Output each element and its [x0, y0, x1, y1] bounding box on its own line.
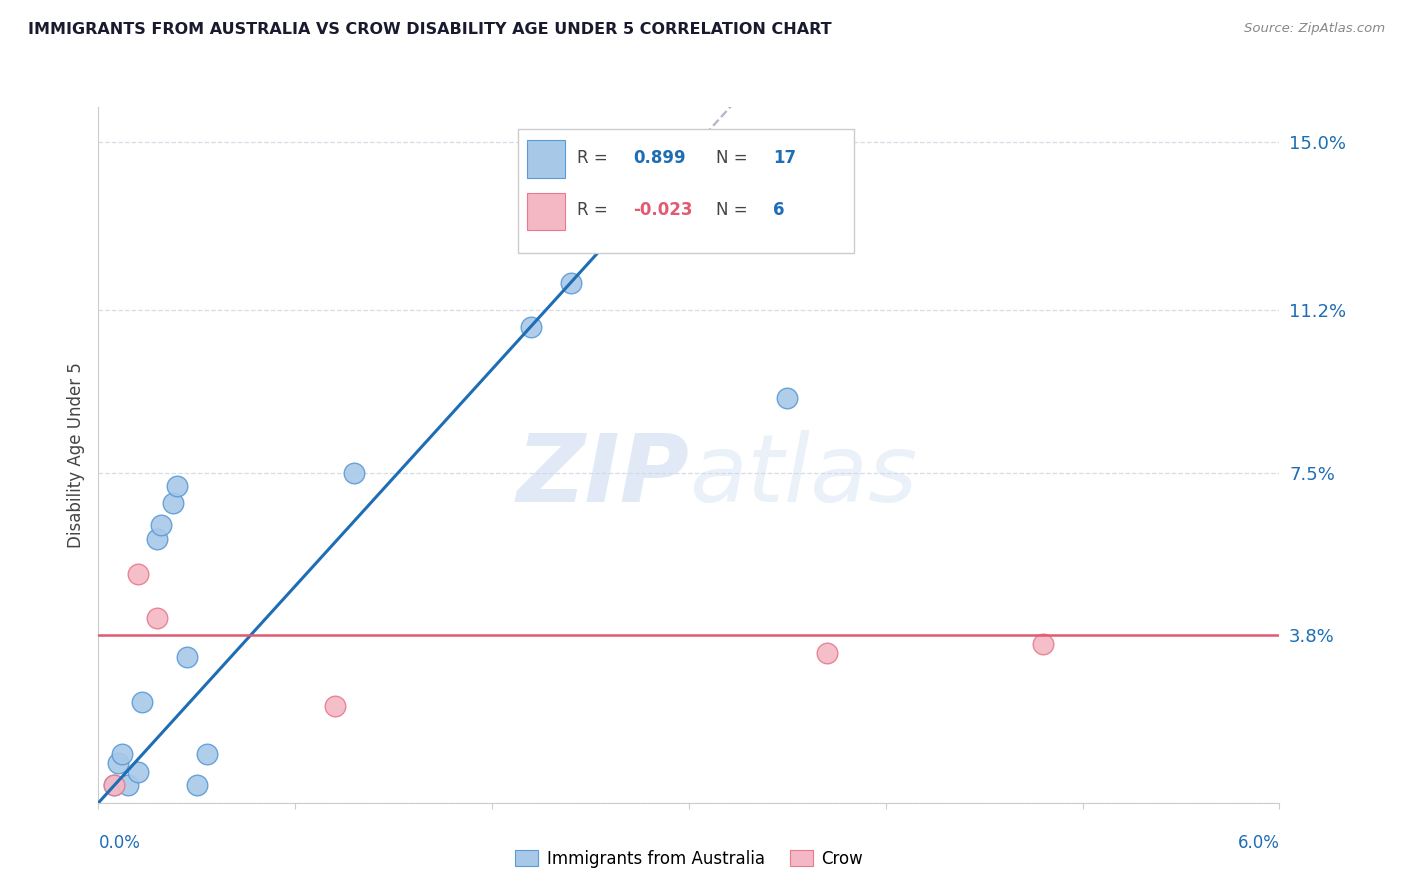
FancyBboxPatch shape	[527, 193, 565, 230]
Point	[146, 532, 169, 546]
Point	[186, 778, 208, 792]
Point	[103, 778, 125, 792]
Point	[560, 276, 582, 290]
Point	[111, 747, 134, 762]
Text: Source: ZipAtlas.com: Source: ZipAtlas.com	[1244, 22, 1385, 36]
Text: R =: R =	[576, 201, 613, 219]
Point	[176, 650, 198, 665]
Point	[520, 320, 543, 334]
Point	[343, 466, 366, 480]
Text: 0.899: 0.899	[634, 149, 686, 167]
Text: atlas: atlas	[689, 430, 917, 521]
FancyBboxPatch shape	[517, 129, 855, 253]
FancyBboxPatch shape	[527, 140, 565, 178]
Point	[146, 611, 169, 625]
Text: 17: 17	[773, 149, 796, 167]
Point	[117, 778, 139, 792]
Point	[195, 747, 218, 762]
Text: IMMIGRANTS FROM AUSTRALIA VS CROW DISABILITY AGE UNDER 5 CORRELATION CHART: IMMIGRANTS FROM AUSTRALIA VS CROW DISABI…	[28, 22, 832, 37]
Point	[1032, 637, 1054, 651]
Point	[776, 391, 799, 405]
Text: ZIP: ZIP	[516, 430, 689, 522]
Point	[166, 479, 188, 493]
Text: 6.0%: 6.0%	[1237, 834, 1279, 852]
Text: 6: 6	[773, 201, 785, 219]
Point	[815, 646, 838, 660]
Point	[127, 764, 149, 779]
Point	[127, 566, 149, 581]
Y-axis label: Disability Age Under 5: Disability Age Under 5	[66, 362, 84, 548]
Point	[323, 698, 346, 713]
Text: 0.0%: 0.0%	[98, 834, 141, 852]
Text: N =: N =	[716, 149, 754, 167]
Point	[162, 496, 184, 510]
Legend: Immigrants from Australia, Crow: Immigrants from Australia, Crow	[508, 843, 870, 874]
Point	[107, 756, 129, 771]
Point	[150, 518, 173, 533]
Point	[103, 778, 125, 792]
Text: N =: N =	[716, 201, 754, 219]
Point	[131, 694, 153, 708]
Text: R =: R =	[576, 149, 613, 167]
Text: -0.023: -0.023	[634, 201, 693, 219]
